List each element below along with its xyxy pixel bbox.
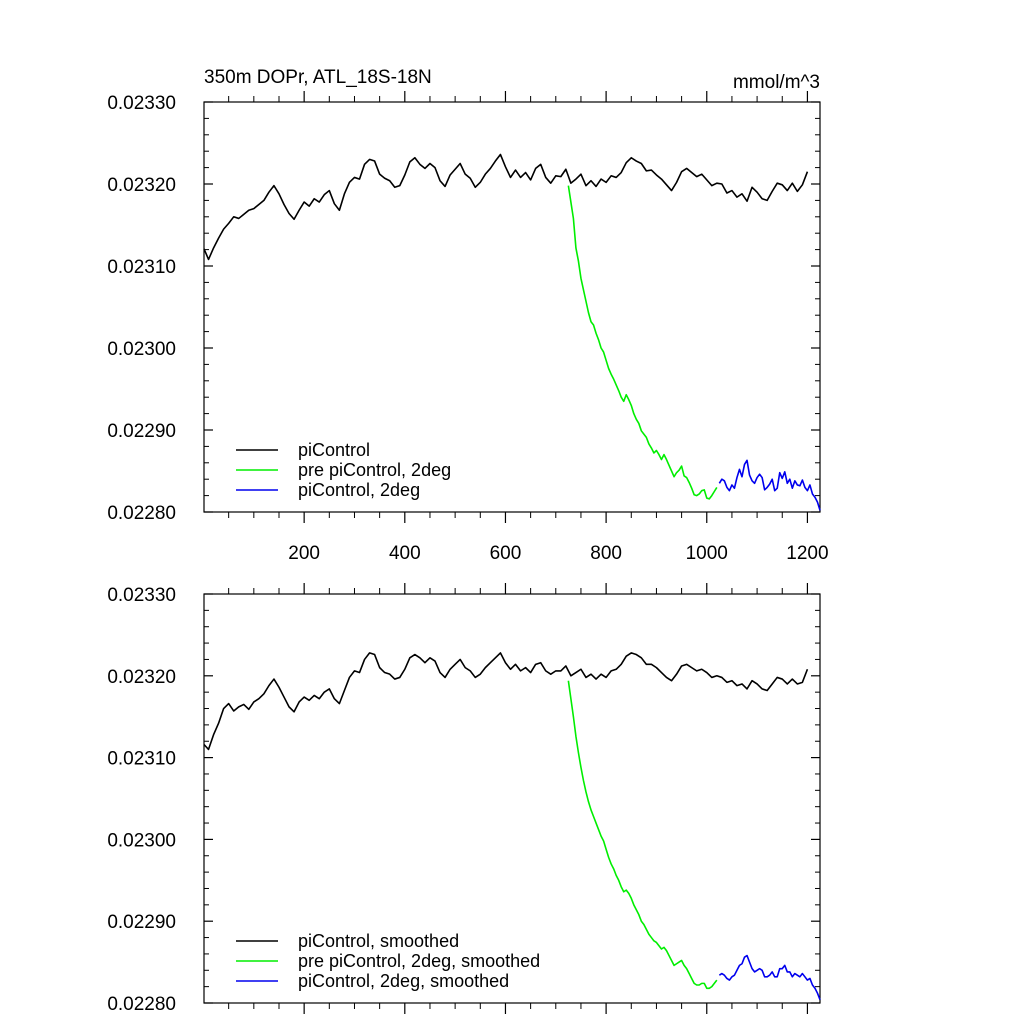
x-tick-label: 1200 (786, 543, 828, 564)
y-tick-label: 0.02330 (107, 585, 176, 606)
plot-frame (203, 593, 821, 1004)
bottom-panel: 0.02330 0.02320 0.02310 0.02300 0.02290 0.022… (107, 583, 821, 1015)
legend-label: pre piControl, 2deg, smoothed (298, 951, 540, 971)
y-tick-label: 0.02310 (107, 749, 176, 770)
legend-label: piControl, 2deg, smoothed (298, 971, 509, 991)
y-tick-label: 0.02280 (107, 503, 176, 524)
x-tick-label: 400 (389, 543, 421, 564)
y-tick-label: 0.02320 (107, 175, 176, 196)
legend-label: piControl, smoothed (298, 931, 459, 951)
chart-units: mmol/m^3 (733, 72, 820, 93)
y-tick-label: 0.02310 (107, 257, 176, 278)
legend-label: piControl, 2deg (298, 480, 420, 500)
x-tick-label: 200 (288, 543, 320, 564)
series-line-0 (203, 153, 809, 261)
y-tick-label: 0.02280 (107, 994, 176, 1015)
top-panel: 350m DOPr, ATL_18S-18N mmol/m^3 0.02330 0… (107, 67, 828, 564)
x-tick-label: 800 (590, 543, 622, 564)
plot-frame (203, 101, 821, 513)
x-tick-label: 600 (490, 543, 522, 564)
y-tick-label: 0.02290 (107, 421, 176, 442)
y-tick-label: 0.02290 (107, 912, 176, 933)
y-tick-label: 0.02300 (107, 339, 176, 360)
series-line-2 (718, 954, 821, 1001)
series-line-1 (567, 185, 718, 500)
series-line-1 (567, 680, 718, 990)
chart-title: 350m DOPr, ATL_18S-18N (204, 67, 432, 88)
series-line-0 (203, 652, 809, 751)
y-tick-label: 0.02300 (107, 830, 176, 851)
legend-label: pre piControl, 2deg (298, 460, 451, 480)
legend-label: piControl (298, 440, 370, 460)
series-line-2 (718, 459, 821, 511)
x-tick-label: 1000 (686, 543, 728, 564)
y-tick-label: 0.02330 (107, 93, 176, 114)
y-tick-label: 0.02320 (107, 667, 176, 688)
